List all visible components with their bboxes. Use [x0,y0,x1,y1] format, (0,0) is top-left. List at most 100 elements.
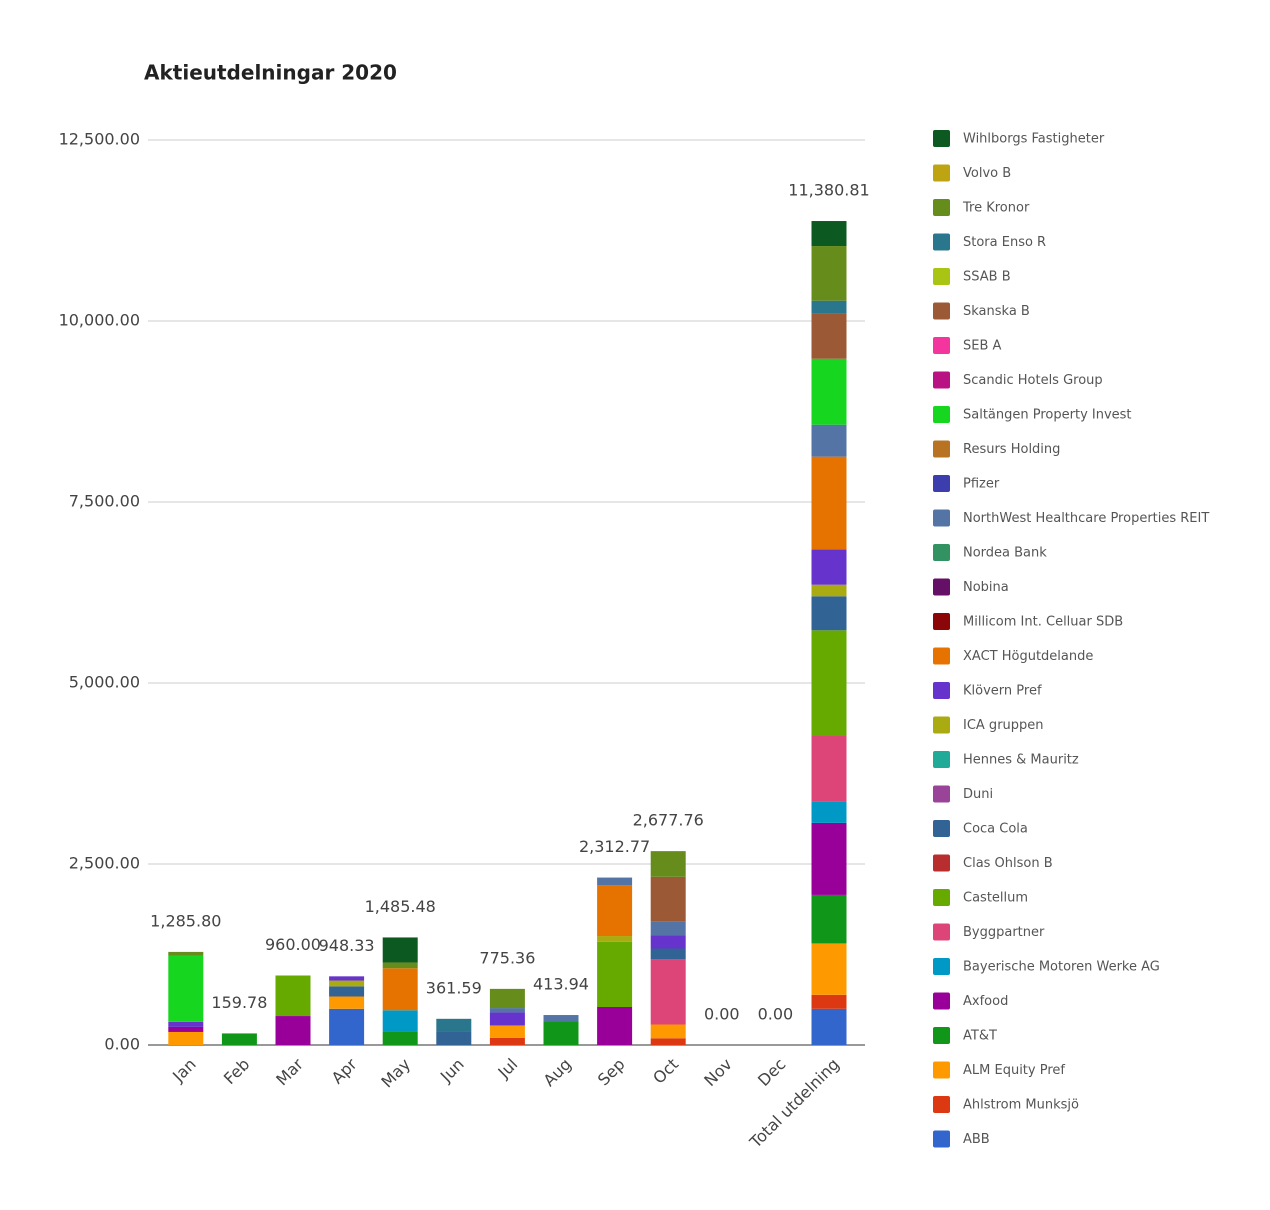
total-label: 2,312.77 [579,837,650,856]
bar-segment [168,1031,204,1045]
y-tick-label: 0.00 [104,1035,140,1054]
legend-swatch [933,406,950,423]
legend-label: ALM Equity Pref [963,1063,1065,1078]
total-label: 1,485.48 [365,897,436,916]
bar-segment [811,549,847,585]
legend-label: Axfood [963,994,1008,1009]
legend-label: Ahlstrom Munksjö [963,1098,1079,1113]
bar-segment [275,1016,311,1045]
legend-label: ICA gruppen [963,718,1044,733]
legend-label: AT&T [963,1029,997,1044]
legend-swatch [933,958,950,975]
bar-segment [597,941,633,1007]
x-tick-label: Jan [168,1055,200,1087]
legend-swatch [933,302,950,320]
bar-segment [543,1021,579,1045]
legend-swatch [933,268,950,285]
bar-segment [811,424,847,457]
bar-segment [329,986,365,997]
bar-segment [489,1037,525,1045]
total-label: 948.33 [319,936,375,955]
legend-label: Skanska B [963,304,1030,319]
x-tick-label: Mar [272,1054,307,1089]
legend-label: SSAB B [963,270,1011,285]
legend-swatch [933,716,950,734]
legend-swatch [933,647,950,665]
bar-segment [436,1031,472,1045]
bar-segment [811,300,847,314]
total-label: 159.78 [211,993,267,1012]
legend-label: SEB A [963,339,1002,354]
x-tick-label: Jun [436,1055,468,1087]
legend-label: Pfizer [963,477,1000,492]
bar-segment [811,894,847,944]
legend-label: NorthWest Healthcare Properties REIT [963,511,1209,526]
legend-label: Byggpartner [963,925,1045,940]
legend-swatch [933,130,950,147]
legend-swatch [933,509,950,527]
legend-swatch [933,578,950,596]
x-tick-label: Nov [700,1055,736,1091]
bar-segment [811,596,847,631]
bar-segment [168,955,204,1022]
total-label: 960.00 [265,935,321,954]
legend-swatch [933,992,950,1010]
bar-segment [650,935,686,949]
y-tick-label: 12,500.00 [59,130,140,149]
bar-segment [597,877,633,886]
bar-segment [650,876,686,922]
total-label: 413.94 [533,975,589,994]
bar-segment [543,1015,579,1022]
bar-segment [382,1031,418,1045]
legend-swatch [933,199,950,216]
legend-swatch [933,1130,950,1148]
legend-label: Nordea Bank [963,546,1047,561]
legend-swatch [933,923,950,941]
legend-label: Volvo B [963,166,1011,181]
bar-segment [650,948,686,960]
legend-label: Resurs Holding [963,442,1060,457]
legend-label: Stora Enso R [963,235,1046,250]
bar-segment [489,1012,525,1026]
bar-segment [168,951,204,956]
bar-segment [650,851,686,877]
legend-swatch [933,164,950,182]
bar-segment [221,1033,257,1045]
x-tick-label: May [377,1055,414,1092]
legend-swatch [933,613,950,630]
legend-label: Nobina [963,580,1009,595]
bar-segment [811,246,847,301]
legend-label: Wihlborgs Fastigheter [963,132,1105,147]
legend-label: Duni [963,787,993,802]
y-tick-label: 10,000.00 [59,311,140,330]
y-tick-label: 2,500.00 [69,854,140,873]
bar-segment [597,885,633,937]
bar-segment [382,937,418,963]
bar-segment [489,1025,525,1038]
legend-label: ABB [963,1132,990,1147]
bar-segment [811,801,847,823]
bar-segment [436,1018,472,1032]
bar-segment [489,1008,525,1013]
bar-segment [275,975,311,1017]
legend-swatch [933,1096,950,1113]
x-tick-label: Oct [649,1055,682,1088]
bar-segment [650,1038,686,1045]
bar-segment [329,976,365,981]
total-label: 11,380.81 [788,181,869,200]
bar-segment [650,959,686,1025]
legend-swatch [933,371,950,389]
legend-label: Clas Ohlson B [963,856,1053,871]
bar-segment [811,221,847,247]
bar-segment [382,1010,418,1032]
total-label: 0.00 [704,1005,740,1024]
legend-swatch [933,475,950,492]
x-tick-label: Jul [494,1055,522,1083]
chart-title: Aktieutdelningar 2020 [144,61,397,85]
x-tick-label: Aug [539,1055,575,1091]
legend-label: Tre Kronor [962,201,1030,216]
legend-swatch [933,785,950,803]
bar-segment [382,968,418,1011]
bar-segment [811,994,847,1009]
total-label: 0.00 [758,1005,794,1024]
